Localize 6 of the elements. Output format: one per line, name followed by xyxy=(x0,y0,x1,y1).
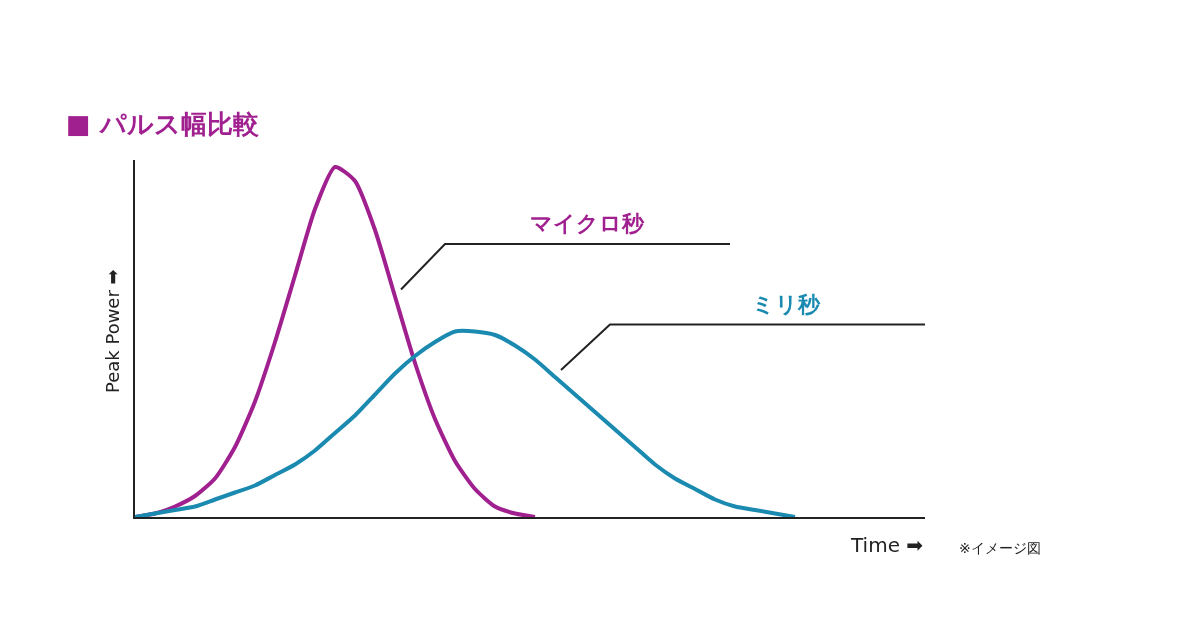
x-axis-title: Time ➡ xyxy=(850,533,924,557)
text: マイクロ秒 xyxy=(530,211,645,236)
y-axis-title: Peak Power ➡ xyxy=(101,269,123,394)
chart-title: ■ パルス幅比較 xyxy=(66,109,260,139)
text: ミリ秒 xyxy=(752,292,821,317)
text: ※イメージ図 xyxy=(959,540,1041,556)
